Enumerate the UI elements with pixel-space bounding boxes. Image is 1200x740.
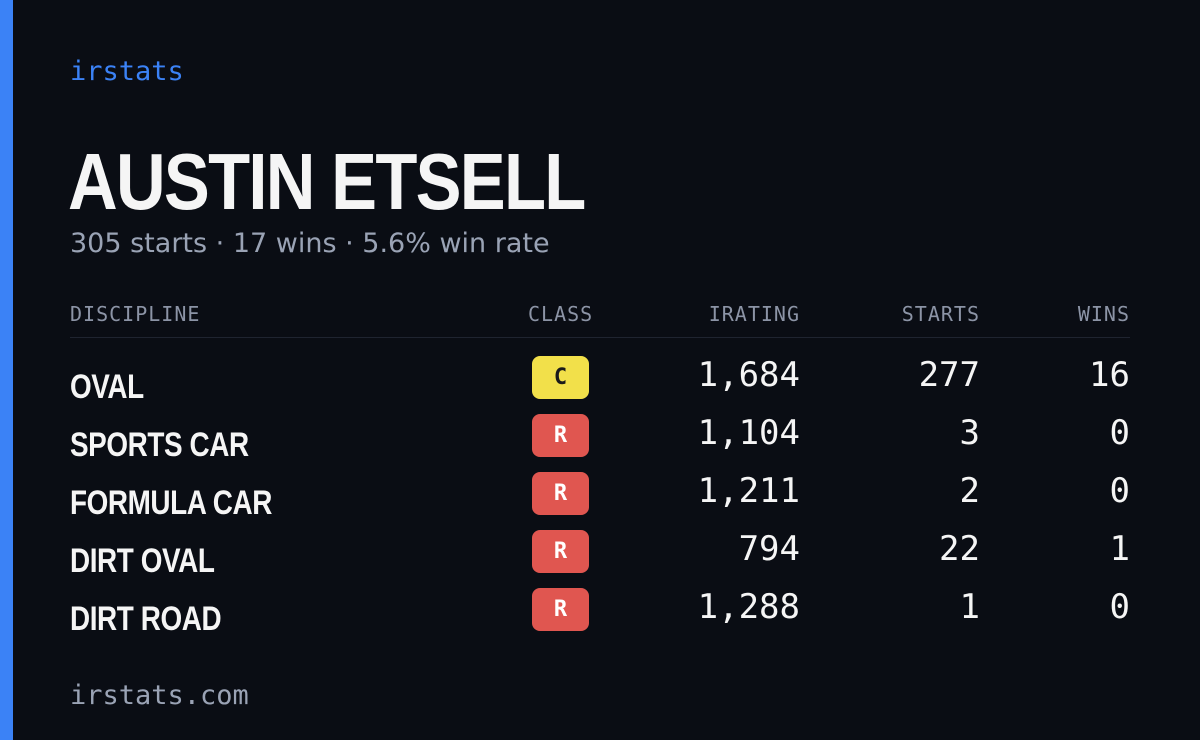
starts-cell: 22: [939, 529, 980, 569]
table-row: DIRT OVAL R 794 22 1: [70, 526, 1130, 584]
wins-cell: 0: [1109, 587, 1130, 627]
discipline-cell: DIRT OVAL: [70, 542, 215, 580]
discipline-cell: DIRT ROAD: [70, 600, 222, 638]
class-badge: R: [532, 530, 589, 573]
starts-cell: 277: [918, 355, 980, 395]
irating-cell: 1,211: [697, 471, 800, 511]
class-badge: C: [532, 356, 589, 399]
header-wins: WINS: [1077, 302, 1130, 326]
table-row: OVAL C 1,684 277 16: [70, 352, 1130, 410]
wins-cell: 1: [1109, 529, 1130, 569]
discipline-cell: SPORTS CAR: [70, 426, 249, 464]
driver-name: AUSTIN ETSELL: [68, 137, 586, 226]
irating-cell: 1,288: [697, 587, 800, 627]
footer-url[interactable]: irstats.com: [70, 680, 249, 711]
starts-cell: 2: [959, 471, 980, 511]
header-starts: STARTS: [901, 302, 980, 326]
discipline-cell: OVAL: [70, 368, 144, 406]
accent-bar: [0, 0, 13, 740]
wins-cell: 0: [1109, 413, 1130, 453]
irating-cell: 794: [738, 529, 800, 569]
stats-table: DISCIPLINE CLASS IRATING STARTS WINS OVA…: [70, 296, 1130, 638]
starts-cell: 3: [959, 413, 980, 453]
wins-cell: 16: [1089, 355, 1130, 395]
irating-cell: 1,684: [697, 355, 800, 395]
table-row: SPORTS CAR R 1,104 3 0: [70, 410, 1130, 468]
header-class: CLASS: [528, 302, 594, 326]
brand-logo[interactable]: irstats: [70, 56, 184, 87]
class-badge: R: [532, 472, 589, 515]
discipline-cell: FORMULA CAR: [70, 484, 272, 522]
driver-summary: 305 starts · 17 wins · 5.6% win rate: [70, 228, 550, 259]
table-header: DISCIPLINE CLASS IRATING STARTS WINS: [70, 296, 1130, 338]
starts-cell: 1: [959, 587, 980, 627]
wins-cell: 0: [1109, 471, 1130, 511]
irating-cell: 1,104: [697, 413, 800, 453]
class-badge: R: [532, 588, 589, 631]
class-badge: R: [532, 414, 589, 457]
table-row: DIRT ROAD R 1,288 1 0: [70, 584, 1130, 642]
header-irating: IRATING: [708, 302, 800, 326]
table-row: FORMULA CAR R 1,211 2 0: [70, 468, 1130, 526]
header-discipline: DISCIPLINE: [70, 302, 201, 326]
